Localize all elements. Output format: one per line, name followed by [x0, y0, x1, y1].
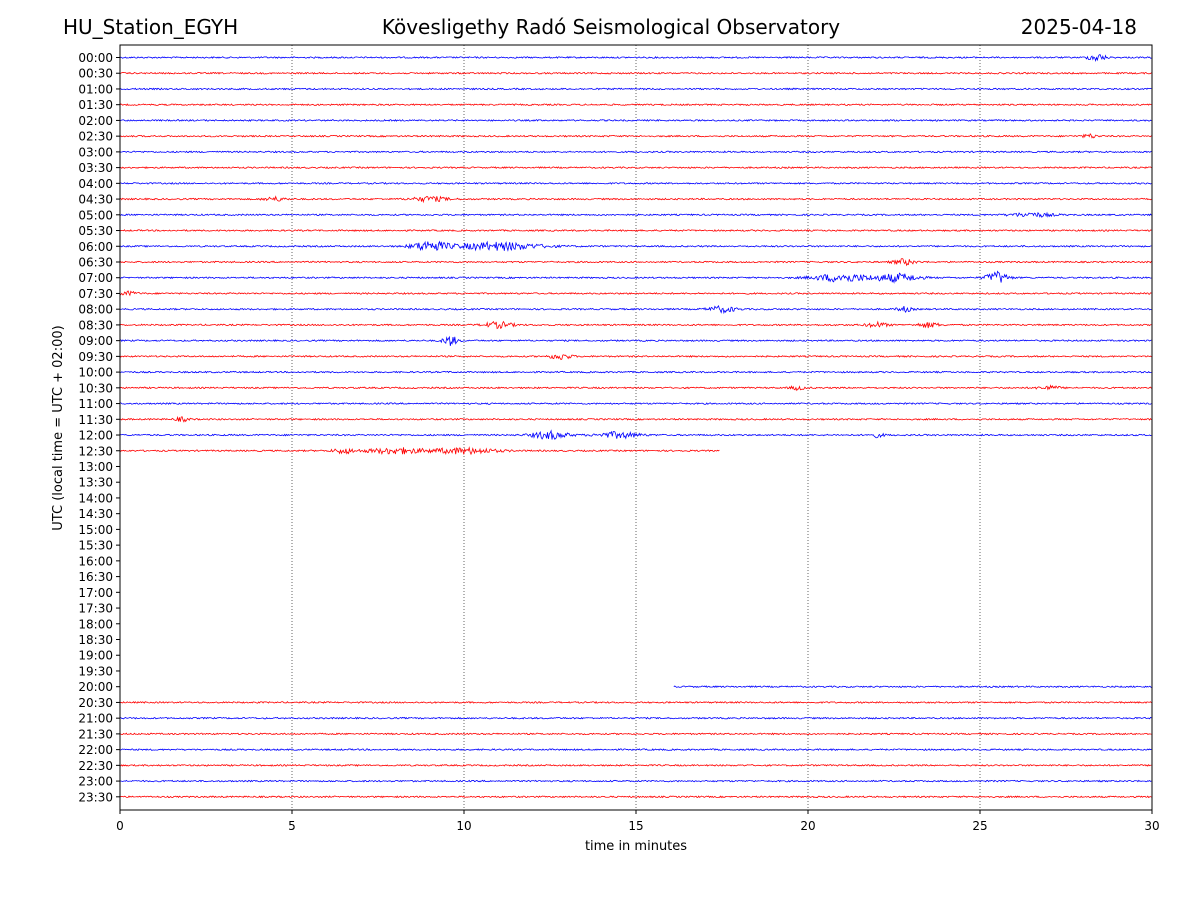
- trace-0700: [119, 270, 1152, 284]
- y-tick-label: 06:30: [78, 255, 113, 269]
- trace-0500: [119, 211, 1152, 218]
- y-tick-label: 02:00: [78, 114, 113, 128]
- y-tick-label: 11:30: [78, 413, 113, 427]
- y-tick-label: 00:00: [78, 51, 113, 65]
- y-tick-label: 22:00: [78, 743, 113, 757]
- y-tick-label: 20:00: [78, 680, 113, 694]
- trace-1100: [119, 402, 1152, 405]
- trace-0600: [119, 240, 1152, 252]
- station-name: HU_Station_EGYH: [63, 15, 239, 39]
- x-tick-label: 15: [628, 819, 643, 833]
- y-tick-label: 14:30: [78, 507, 113, 521]
- x-tick-label: 20: [800, 819, 815, 833]
- y-tick-label: 23:30: [78, 790, 113, 804]
- y-tick-label: 09:00: [78, 334, 113, 348]
- trace-0330: [119, 166, 1152, 170]
- y-tick-label: 15:30: [78, 539, 113, 553]
- y-axis-label: UTC (local time = UTC + 02:00): [51, 325, 66, 530]
- y-tick-label: 14:00: [78, 491, 113, 505]
- trace-0130: [119, 103, 1152, 107]
- trace-1200: [119, 429, 1152, 440]
- y-tick-label: 18:30: [78, 633, 113, 647]
- y-tick-label: 21:30: [78, 727, 113, 741]
- trace-2300: [119, 779, 1152, 783]
- trace-1000: [119, 370, 1152, 374]
- trace-0800: [119, 304, 1152, 315]
- y-tick-label: 09:30: [78, 350, 113, 364]
- y-tick-label: 19:00: [78, 649, 113, 663]
- trace-0100: [119, 87, 1152, 91]
- trace-0530: [119, 229, 1152, 233]
- y-tick-label: 06:00: [78, 240, 113, 254]
- trace-1130: [119, 415, 1152, 423]
- y-tick-label: 05:00: [78, 208, 113, 222]
- trace-0030: [119, 71, 1152, 75]
- trace-0000: [119, 54, 1152, 63]
- x-tick-label: 0: [116, 819, 124, 833]
- x-tick-label: 25: [972, 819, 987, 833]
- y-tick-label: 18:00: [78, 617, 113, 631]
- x-tick-label: 5: [288, 819, 296, 833]
- y-tick-label: 23:00: [78, 775, 113, 789]
- y-tick-label: 22:30: [78, 759, 113, 773]
- chart-title: Kövesligethy Radó Seismological Observat…: [381, 15, 841, 39]
- trace-2200: [119, 748, 1152, 752]
- trace-0230: [119, 132, 1152, 139]
- y-tick-label: 08:00: [78, 303, 113, 317]
- y-tick-label: 17:00: [78, 586, 113, 600]
- trace-2100: [119, 716, 1152, 720]
- trace-0730: [119, 290, 1152, 297]
- trace-0300: [119, 150, 1152, 154]
- trace-0930: [119, 354, 1152, 361]
- y-tick-label: 01:00: [78, 82, 113, 96]
- y-tick-label: 01:30: [78, 98, 113, 112]
- trace-1230: [119, 446, 720, 456]
- y-tick-label: 04:30: [78, 193, 113, 207]
- y-tick-label: 08:30: [78, 318, 113, 332]
- y-tick-label: 13:30: [78, 476, 113, 490]
- y-tick-label: 13:00: [78, 460, 113, 474]
- trace-0630: [119, 258, 1152, 267]
- y-tick-label: 12:00: [78, 429, 113, 443]
- grid-lines: [291, 45, 981, 810]
- y-tick-label: 12:30: [78, 444, 113, 458]
- x-tick-label: 30: [1144, 819, 1159, 833]
- y-tick-label: 03:30: [78, 161, 113, 175]
- y-tick-label: 05:30: [78, 224, 113, 238]
- trace-2030: [119, 700, 1152, 704]
- trace-0200: [119, 118, 1152, 122]
- trace-0900: [119, 335, 1152, 346]
- y-tick-label: 16:30: [78, 570, 113, 584]
- y-tick-label: 03:00: [78, 145, 113, 159]
- trace-0430: [119, 195, 1152, 204]
- x-tick-label: 10: [456, 819, 471, 833]
- chart-date: 2025-04-18: [1020, 15, 1137, 39]
- y-tick-label: 10:30: [78, 381, 113, 395]
- trace-1030: [119, 384, 1152, 392]
- trace-2000: [673, 685, 1152, 689]
- y-tick-label: 07:00: [78, 271, 113, 285]
- y-tick-label: 17:30: [78, 602, 113, 616]
- y-tick-label: 15:00: [78, 523, 113, 537]
- y-tick-label: 21:00: [78, 712, 113, 726]
- trace-2230: [119, 763, 1152, 767]
- y-tick-label: 16:00: [78, 554, 113, 568]
- trace-2330: [119, 795, 1152, 799]
- y-tick-label: 20:30: [78, 696, 113, 710]
- trace-layer: [119, 54, 1152, 799]
- x-axis-label: time in minutes: [585, 839, 687, 854]
- y-tick-label: 10:00: [78, 366, 113, 380]
- trace-2130: [119, 732, 1152, 736]
- y-tick-label: 19:30: [78, 664, 113, 678]
- y-tick-label: 11:00: [78, 397, 113, 411]
- y-tick-label: 04:00: [78, 177, 113, 191]
- y-tick-label: 00:30: [78, 67, 113, 81]
- trace-0400: [119, 181, 1152, 185]
- y-tick-label: 07:30: [78, 287, 113, 301]
- x-axis-ticks: 0 5 10 15 20 25 30: [116, 810, 1160, 833]
- y-tick-label: 02:30: [78, 130, 113, 144]
- trace-0830: [119, 320, 1152, 330]
